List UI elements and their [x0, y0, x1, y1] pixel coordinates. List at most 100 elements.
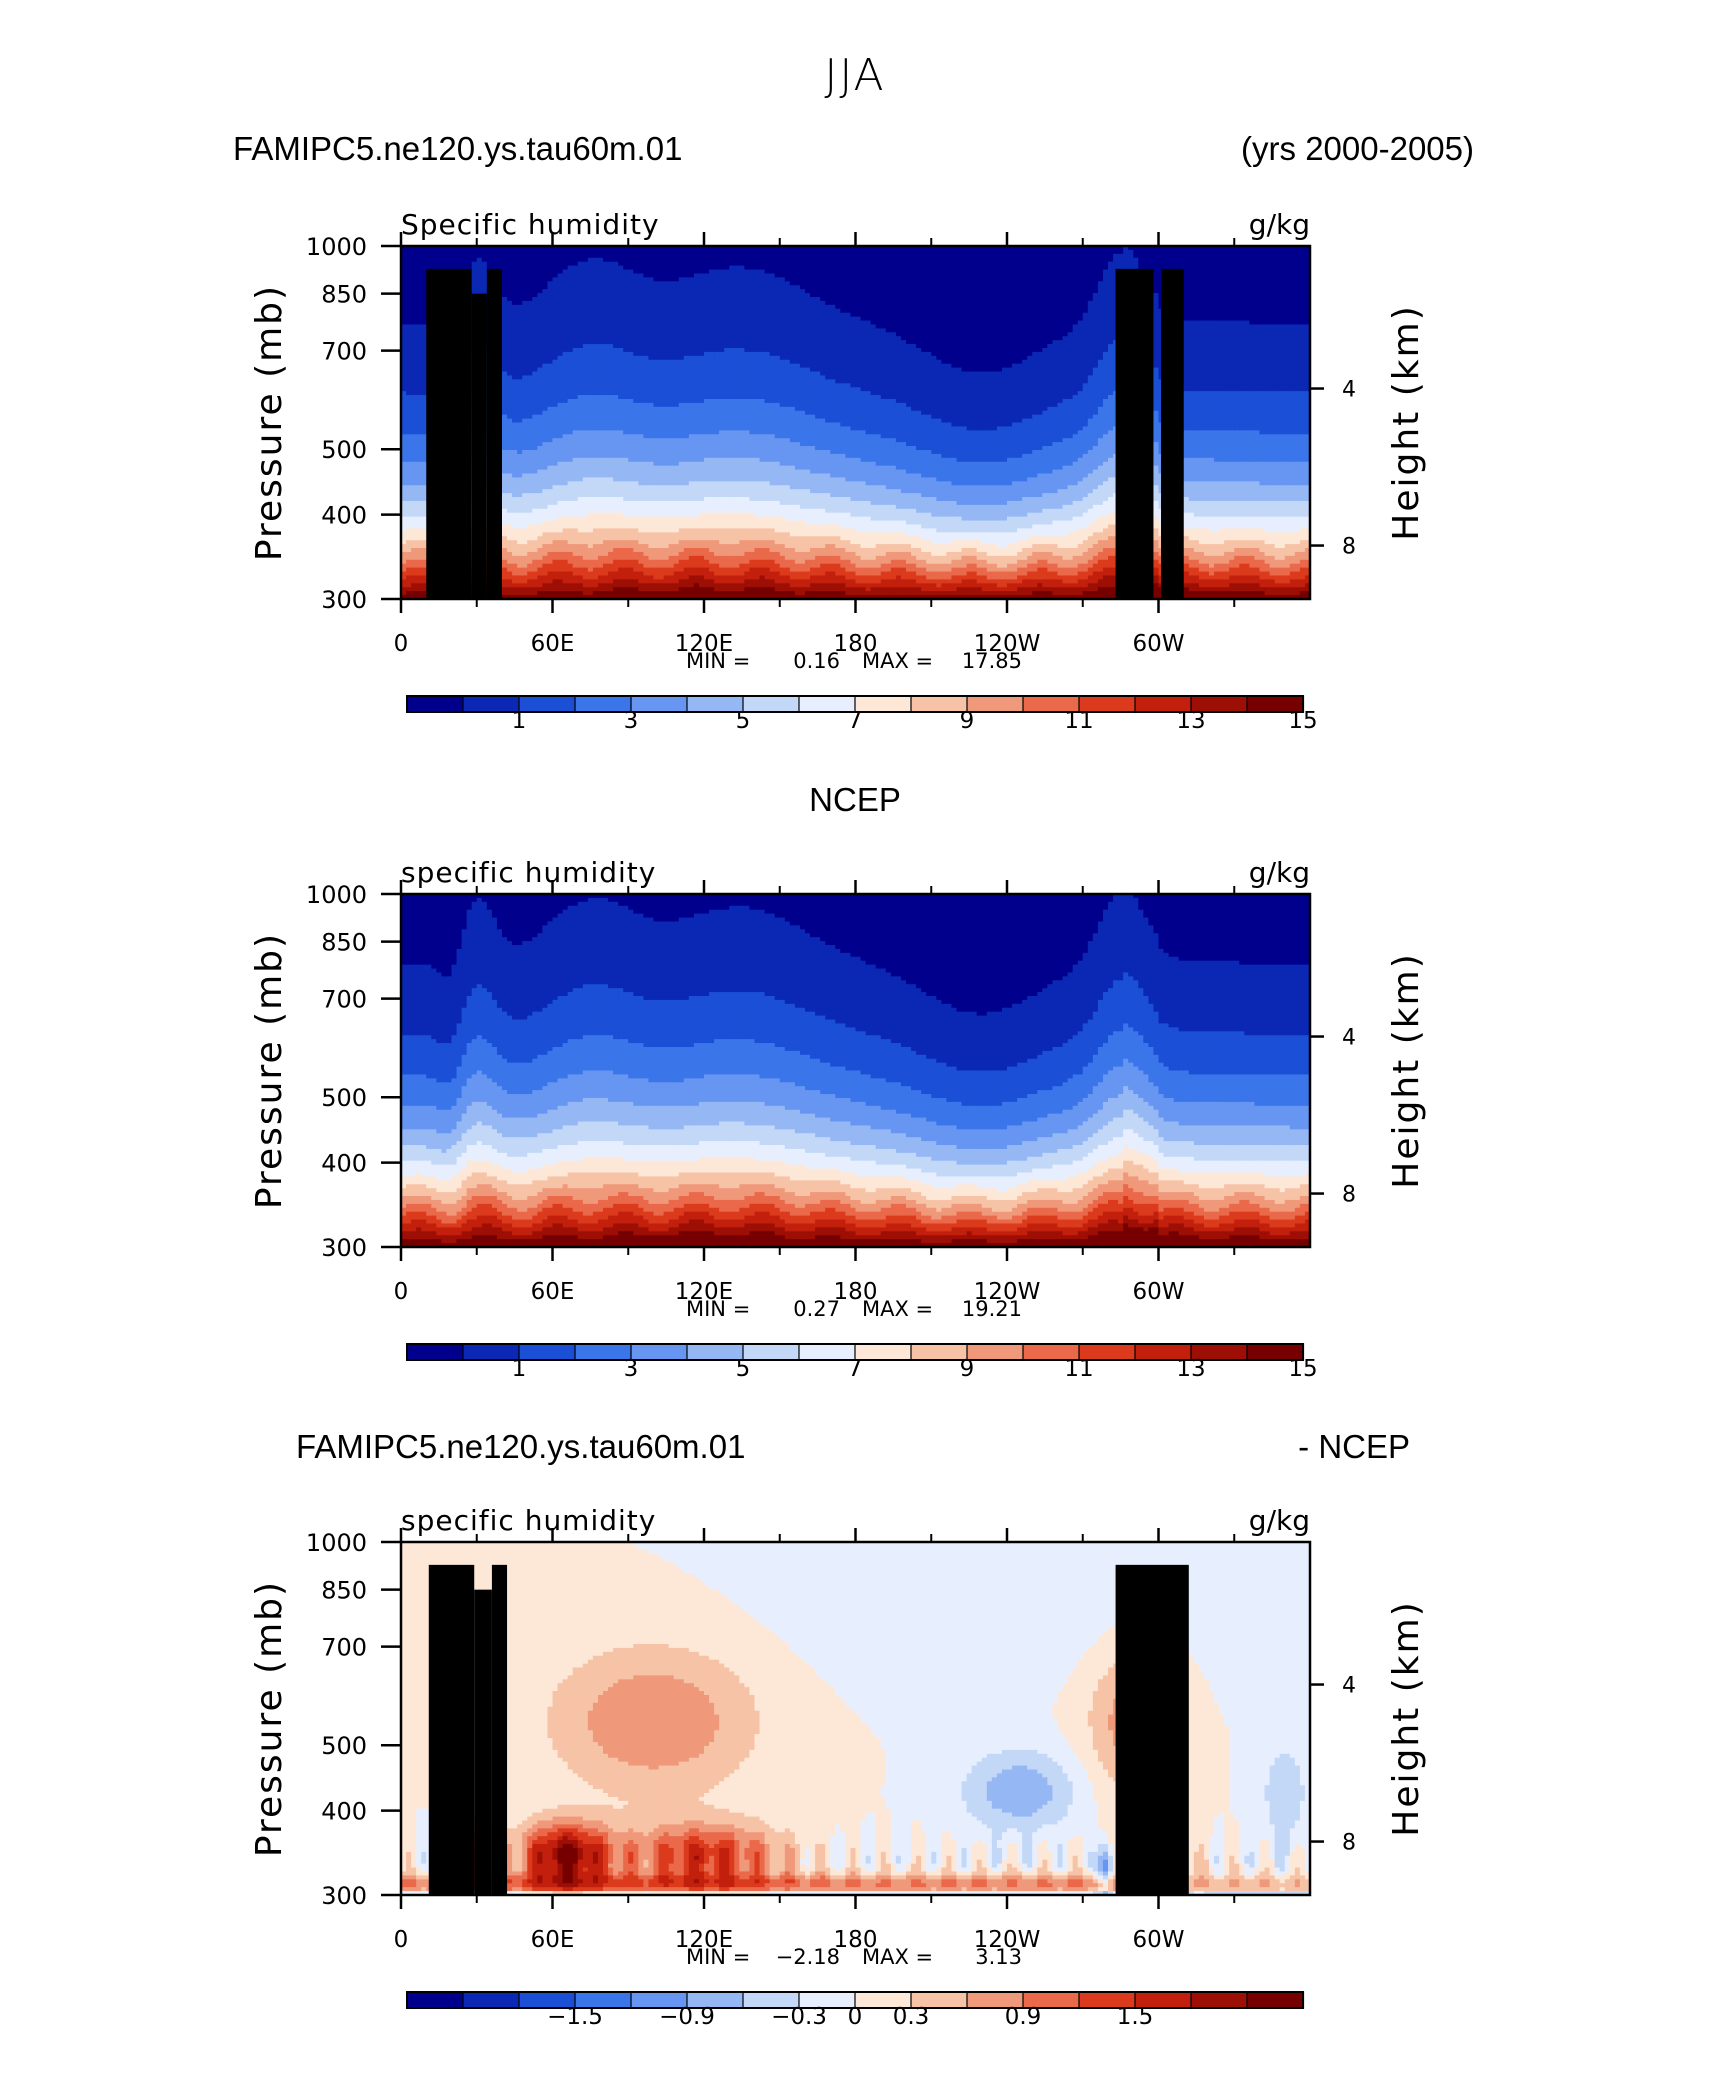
topography-block	[1115, 1564, 1189, 1895]
colorbar-frame	[406, 695, 1304, 713]
panel1-header-right: (yrs 2000-2005)	[1241, 130, 1474, 167]
y-tick-label: 1000	[306, 881, 367, 909]
colorbar-swatch	[630, 695, 689, 713]
max-value: 19.21	[962, 1297, 1022, 1321]
colorbar-label: 13	[1176, 1356, 1205, 1382]
y-axis-title: Pressure (mb)	[249, 932, 290, 1209]
min-value: 0.27	[793, 1297, 840, 1321]
height-tick-label: 8	[1342, 535, 1356, 560]
x-tick-label: 180	[834, 1927, 878, 1953]
colorbar-label: 11	[1064, 708, 1093, 734]
y-tick-label: 300	[321, 1882, 367, 1910]
y-tick-label: 850	[321, 281, 367, 309]
panel3-header-left: FAMIPC5.ne120.ys.tau60m.01	[296, 1428, 746, 1465]
y-axis-title: Pressure (mb)	[249, 1580, 290, 1857]
colorbar-label: 15	[1288, 1356, 1317, 1382]
colorbar-swatch	[966, 1343, 1025, 1361]
x-tick-label: 60E	[531, 1927, 575, 1953]
y-axis-title-right: Height (km)	[1386, 304, 1427, 540]
y-axis-title-right: Height (km)	[1386, 952, 1427, 1188]
y-tick-label: 850	[321, 929, 367, 957]
y-tick-label: 300	[321, 1234, 367, 1262]
height-tick-label: 4	[1342, 1674, 1356, 1699]
colorbar-label: 9	[960, 708, 975, 734]
colorbar-label: 1	[512, 708, 527, 734]
contour-fill-layer	[401, 894, 1310, 1247]
colorbar-label: 7	[848, 1356, 863, 1382]
y-tick-label: 1000	[306, 233, 367, 261]
colorbar-label: −1.5	[547, 2004, 603, 2030]
colorbar-swatch	[406, 1991, 465, 2009]
panel2-header-center: NCEP	[809, 781, 901, 818]
y-tick-label: 850	[321, 1577, 367, 1605]
y-tick-label: 400	[321, 1150, 367, 1178]
x-tick-label: 0	[394, 1279, 409, 1305]
colorbar-label: 15	[1288, 708, 1317, 734]
x-tick-label: 120W	[974, 631, 1041, 657]
topography-block	[491, 1564, 508, 1895]
panel3-header-right: - NCEP	[1298, 1428, 1410, 1465]
x-tick-label: 60W	[1132, 631, 1184, 657]
x-tick-label: 120W	[974, 1279, 1041, 1305]
y-tick-label: 400	[321, 1798, 367, 1826]
height-tick-label: 8	[1342, 1183, 1356, 1208]
min-label: MIN =	[686, 1945, 750, 1969]
colorbar-swatch	[742, 695, 801, 713]
colorbar-label: 13	[1176, 708, 1205, 734]
topography-block	[426, 268, 472, 599]
colorbar-label: 3	[624, 708, 639, 734]
colorbar-label: 11	[1064, 1356, 1093, 1382]
y-tick-label: 1000	[306, 1529, 367, 1557]
y-tick-label: 700	[321, 1634, 367, 1662]
x-tick-label: 60E	[531, 631, 575, 657]
colorbar-label: −0.3	[771, 2004, 827, 2030]
colorbar-swatch	[966, 695, 1025, 713]
colorbar: 1 3 5 7 9 11 13 15	[406, 695, 1318, 734]
colorbar-swatch	[1190, 1991, 1249, 2009]
colorbar-swatch	[630, 1343, 689, 1361]
colorbar-label: 0.9	[1005, 2004, 1042, 2030]
colorbar-label: 3	[624, 1356, 639, 1382]
y-tick-label: 700	[321, 338, 367, 366]
colorbar-swatch	[1246, 1991, 1305, 2009]
panel-ncep: specific humidity g/kg 0 60E 120E 180 120W 60W 3…	[249, 856, 1427, 1382]
height-tick-label: 4	[1342, 1026, 1356, 1051]
colorbar-frame	[406, 1343, 1304, 1361]
colorbar-label: 5	[736, 1356, 751, 1382]
colorbar-frame	[406, 1991, 1304, 2009]
y-axis-title-right: Height (km)	[1386, 1600, 1427, 1836]
max-value: 3.13	[975, 1945, 1022, 1969]
min-label: MIN =	[686, 1297, 750, 1321]
y-tick-label: 500	[321, 1084, 367, 1112]
colorbar-swatch	[462, 1991, 521, 2009]
x-tick-label: 180	[834, 631, 878, 657]
topography-block	[1161, 268, 1184, 599]
x-tick-label: 0	[394, 631, 409, 657]
colorbar-swatch	[406, 1343, 465, 1361]
x-tick-label: 120E	[675, 1927, 733, 1953]
x-tick-label: 120E	[675, 631, 733, 657]
max-value: 17.85	[962, 649, 1022, 673]
height-tick-label: 4	[1342, 378, 1356, 403]
colorbar-label: 9	[960, 1356, 975, 1382]
x-tick-label: 60W	[1132, 1927, 1184, 1953]
x-tick-label: 180	[834, 1279, 878, 1305]
x-tick-label: 60E	[531, 1279, 575, 1305]
max-label: MAX =	[862, 1945, 933, 1969]
y-tick-label: 500	[321, 1732, 367, 1760]
x-tick-label: 60W	[1132, 1279, 1184, 1305]
y-tick-label: 400	[321, 502, 367, 530]
topography-block	[1115, 268, 1154, 599]
subtitle-units: g/kg	[1249, 1504, 1310, 1537]
min-value: 0.16	[793, 649, 840, 673]
colorbar-label: 0	[848, 2004, 863, 2030]
colorbar-swatch	[854, 695, 913, 713]
subtitle-variable: specific humidity	[401, 856, 656, 889]
subtitle-variable: Specific humidity	[401, 208, 660, 241]
x-tick-label: 120E	[675, 1279, 733, 1305]
contour-fill-layer	[401, 246, 1310, 599]
topography-block	[428, 1564, 475, 1895]
colorbar-label: 1	[512, 1356, 527, 1382]
topography-block	[486, 268, 502, 599]
